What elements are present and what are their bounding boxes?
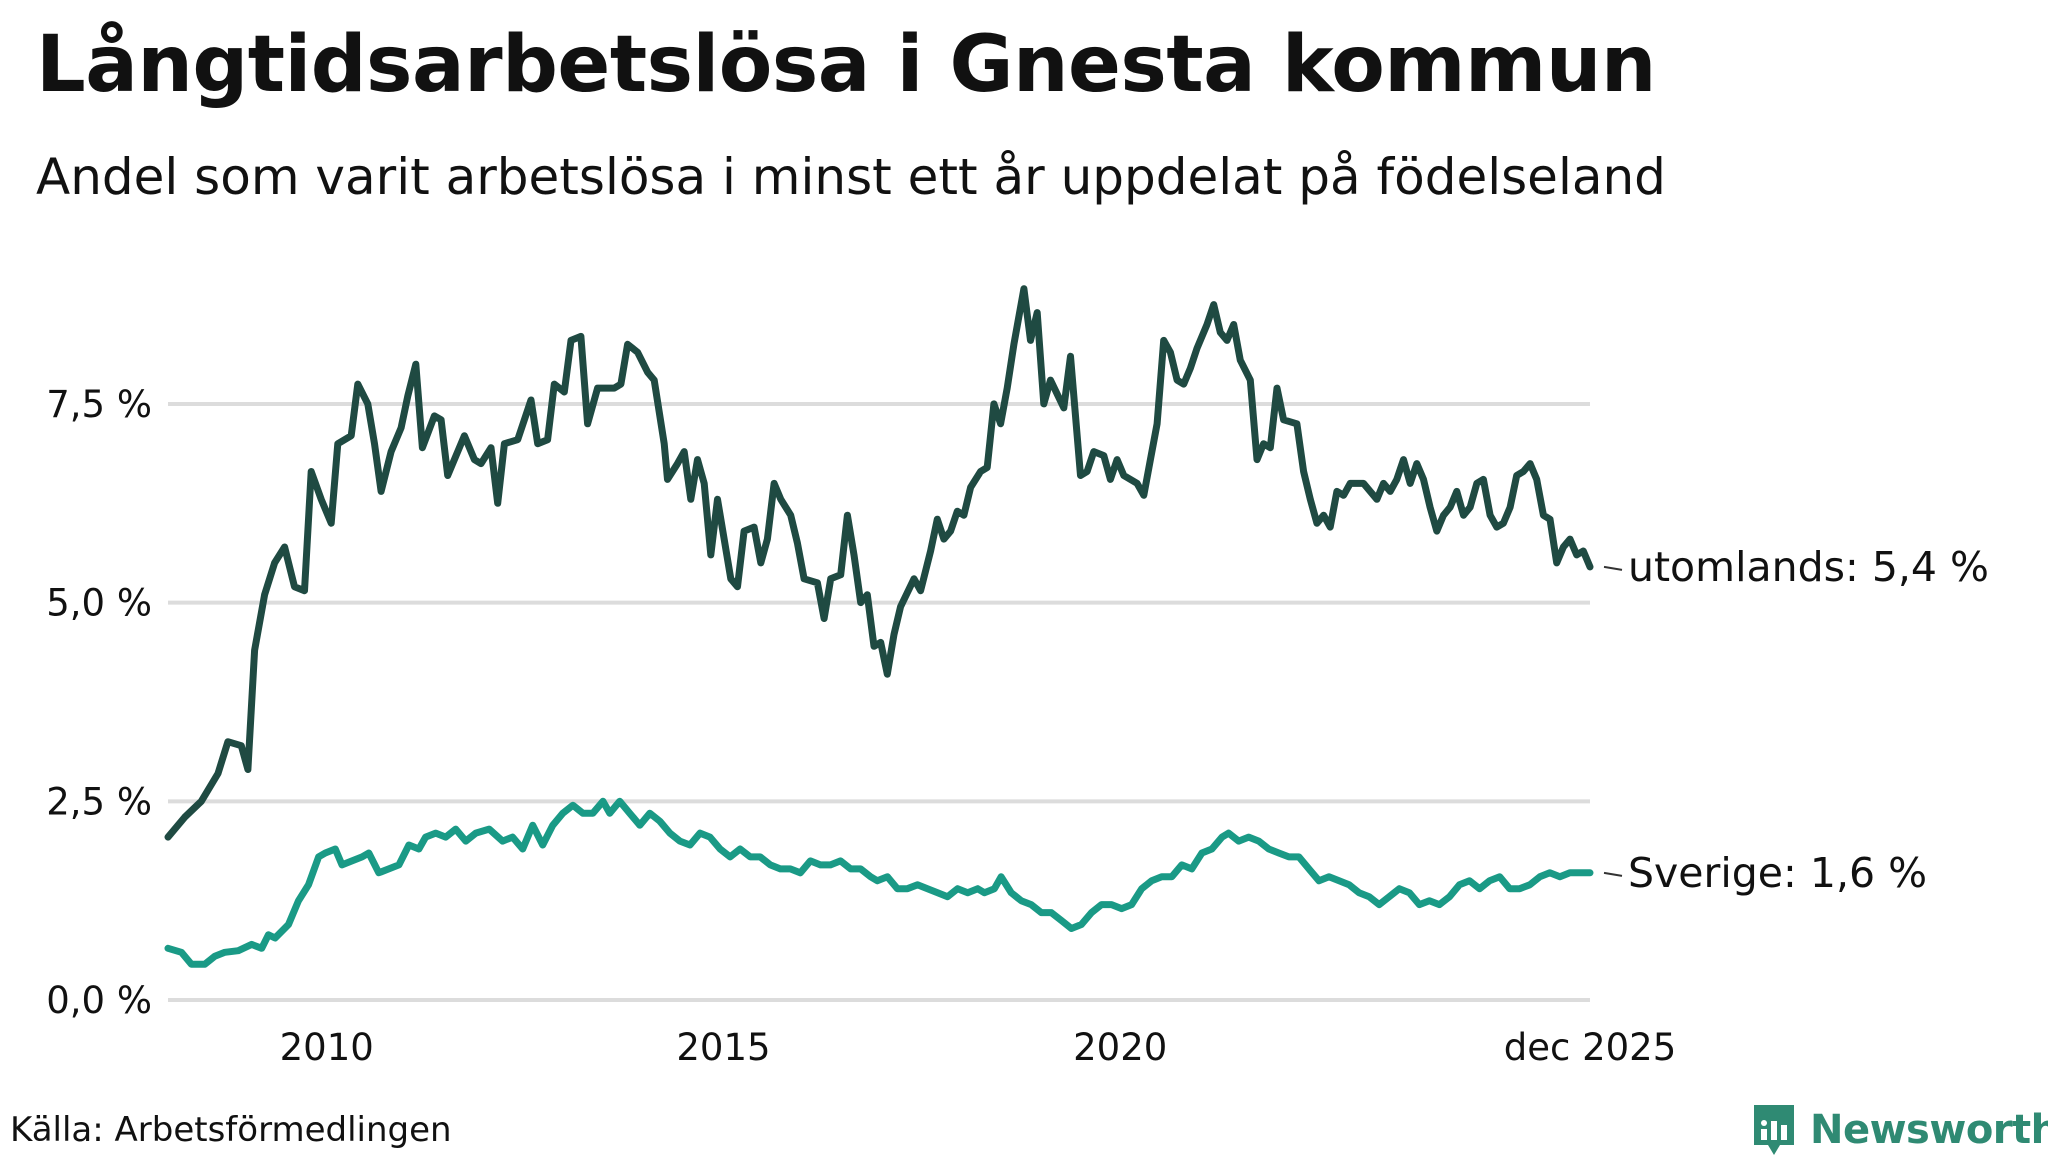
y-tick-label: 7,5 % — [46, 383, 152, 426]
chart-subtitle: Andel som varit arbetslösa i minst ett å… — [36, 148, 1666, 206]
y-tick-label: 2,5 % — [46, 780, 152, 823]
end-label-sverige: Sverige: 1,6 % — [1628, 849, 1927, 897]
brand[interactable]: Newsworthy — [1752, 1100, 2048, 1160]
newsworthy-logo-icon — [1754, 1105, 1794, 1155]
x-axis-labels: 2010 2015 2020 dec 2025 — [280, 1026, 1677, 1069]
series-end-labels: utomlands: 5,4 % Sverige: 1,6 % — [1603, 543, 1989, 897]
x-tick-label: 2010 — [280, 1026, 374, 1069]
x-tick-label: dec 2025 — [1504, 1026, 1677, 1069]
x-tick-label: 2015 — [676, 1026, 770, 1069]
end-label-connector — [1603, 871, 1623, 877]
end-label-connector — [1603, 565, 1623, 571]
end-label-utomlands: utomlands: 5,4 % — [1628, 543, 1989, 591]
series-line-utomlands — [164, 285, 1594, 841]
chart-title: Långtidsarbetslösa i Gnesta kommun — [36, 20, 1656, 110]
source-note: Källa: Arbetsförmedlingen — [10, 1110, 452, 1150]
y-tick-label: 0,0 % — [46, 979, 152, 1022]
y-axis-labels: 0,0 % 2,5 % 5,0 % 7,5 % — [46, 383, 152, 1022]
x-tick-label: 2020 — [1073, 1026, 1167, 1069]
line-chart: 0,0 % 2,5 % 5,0 % 7,5 % 2010 2015 2020 dec 202… — [46, 285, 1989, 1069]
y-tick-label: 5,0 % — [46, 582, 152, 625]
brand-name: Newsworthy — [1810, 1107, 2048, 1153]
series-lines — [164, 285, 1594, 968]
series-line-sverige — [164, 797, 1594, 968]
